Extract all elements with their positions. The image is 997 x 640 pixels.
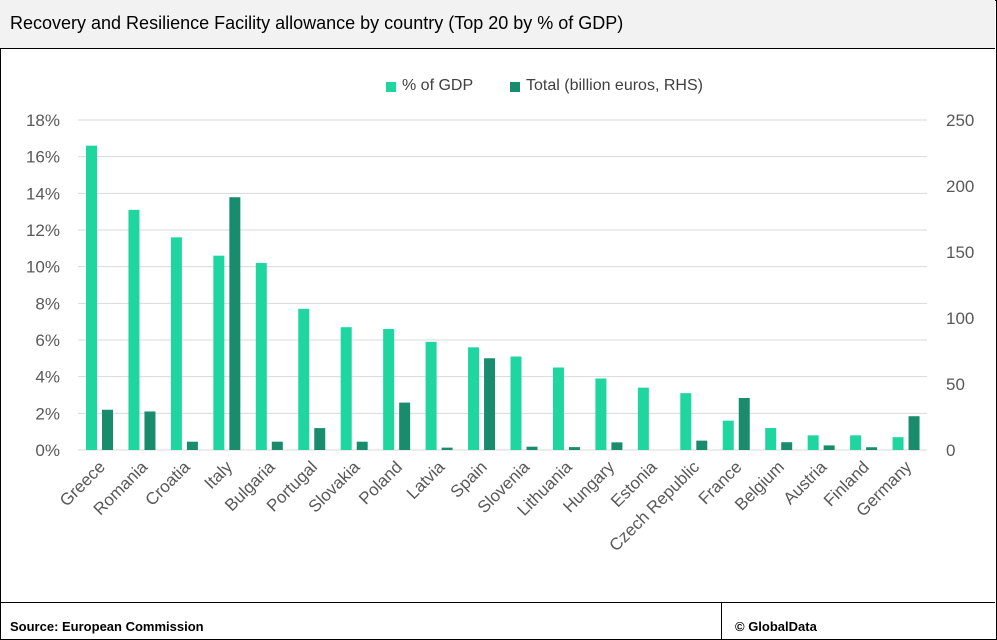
bar-pct-gdp bbox=[468, 347, 480, 450]
bar-pct-gdp bbox=[552, 367, 564, 450]
bar-total bbox=[314, 428, 326, 450]
right-axis-tick-label: 50 bbox=[946, 375, 965, 394]
bar-pct-gdp bbox=[213, 255, 225, 450]
left-axis-tick-label: 6% bbox=[35, 331, 60, 350]
right-axis-tick-label: 100 bbox=[946, 309, 974, 328]
bar-pct-gdp bbox=[722, 420, 734, 450]
bar-total bbox=[271, 441, 283, 450]
bar-total bbox=[738, 397, 750, 450]
category-label: Italy bbox=[201, 457, 237, 493]
bar-total bbox=[229, 197, 241, 450]
bar-pct-gdp bbox=[383, 329, 395, 450]
bar-pct-gdp bbox=[298, 308, 310, 450]
source-note: Source: European Commission bbox=[10, 619, 204, 634]
bar-pct-gdp bbox=[595, 378, 607, 450]
category-label: Latvia bbox=[403, 457, 449, 503]
bar-pct-gdp bbox=[807, 435, 819, 450]
left-axis-tick-label: 10% bbox=[26, 258, 60, 277]
copyright-note: © GlobalData bbox=[735, 619, 817, 634]
bar-pct-gdp bbox=[637, 387, 649, 450]
bar-total bbox=[526, 446, 538, 450]
bar-total bbox=[102, 409, 113, 450]
left-axis-tick-label: 18% bbox=[26, 111, 60, 130]
left-axis-tick-label: 8% bbox=[35, 294, 60, 313]
bar-chart: 0% 2% 4% 6% 8% 10% 12% 14% 16% 18% 0 50 100 150 200 250… bbox=[26, 111, 974, 555]
right-axis-tick-label: 0 bbox=[946, 441, 955, 460]
legend-label-pct-gdp: % of GDP bbox=[402, 77, 474, 94]
bar-total bbox=[484, 358, 496, 450]
legend-label-total: Total (billion euros, RHS) bbox=[526, 77, 703, 94]
right-axis-tick-label: 250 bbox=[946, 111, 974, 130]
bar-total bbox=[696, 440, 708, 450]
legend-swatch-pct-gdp bbox=[386, 82, 396, 92]
left-axis-tick-label: 2% bbox=[35, 404, 60, 423]
bar-total bbox=[823, 445, 835, 450]
right-axis-tick-label: 150 bbox=[946, 243, 974, 262]
legend-swatch-total bbox=[510, 82, 520, 92]
bar-pct-gdp bbox=[255, 263, 267, 450]
category-label: Croatia bbox=[142, 457, 195, 510]
bar-pct-gdp bbox=[425, 341, 437, 450]
bar-pct-gdp bbox=[765, 428, 777, 450]
bar-pct-gdp bbox=[510, 356, 522, 450]
category-label: Poland bbox=[355, 457, 406, 508]
footer-divider bbox=[721, 603, 722, 639]
bar-pct-gdp bbox=[86, 145, 97, 450]
bar-pct-gdp bbox=[340, 327, 352, 450]
chart-title: Recovery and Resilience Facility allowan… bbox=[10, 13, 624, 33]
bar-pct-gdp bbox=[892, 437, 904, 450]
bar-total bbox=[186, 441, 198, 450]
bar-total bbox=[781, 442, 793, 450]
bar-total bbox=[611, 442, 623, 450]
bar-pct-gdp bbox=[680, 393, 692, 450]
left-axis-tick-label: 12% bbox=[26, 221, 60, 240]
left-axis-tick-label: 0% bbox=[35, 441, 60, 460]
bar-pct-gdp bbox=[850, 435, 862, 450]
bar-pct-gdp bbox=[170, 237, 182, 450]
footer: Source: European Commission © GlobalData bbox=[0, 602, 995, 639]
left-axis-tick-label: 14% bbox=[26, 184, 60, 203]
bar-total bbox=[441, 447, 453, 450]
bar-total bbox=[399, 402, 411, 450]
title-bar: Recovery and Resilience Facility allowan… bbox=[0, 0, 995, 49]
bar-total bbox=[908, 416, 920, 450]
bar-total bbox=[356, 441, 368, 450]
right-axis-tick-label: 200 bbox=[946, 177, 974, 196]
left-axis-tick-label: 4% bbox=[35, 368, 60, 387]
bar-pct-gdp bbox=[128, 209, 140, 450]
bar-total bbox=[144, 411, 156, 450]
left-axis-tick-label: 16% bbox=[26, 148, 60, 167]
bar-total bbox=[568, 447, 580, 450]
bar-total bbox=[866, 447, 878, 450]
